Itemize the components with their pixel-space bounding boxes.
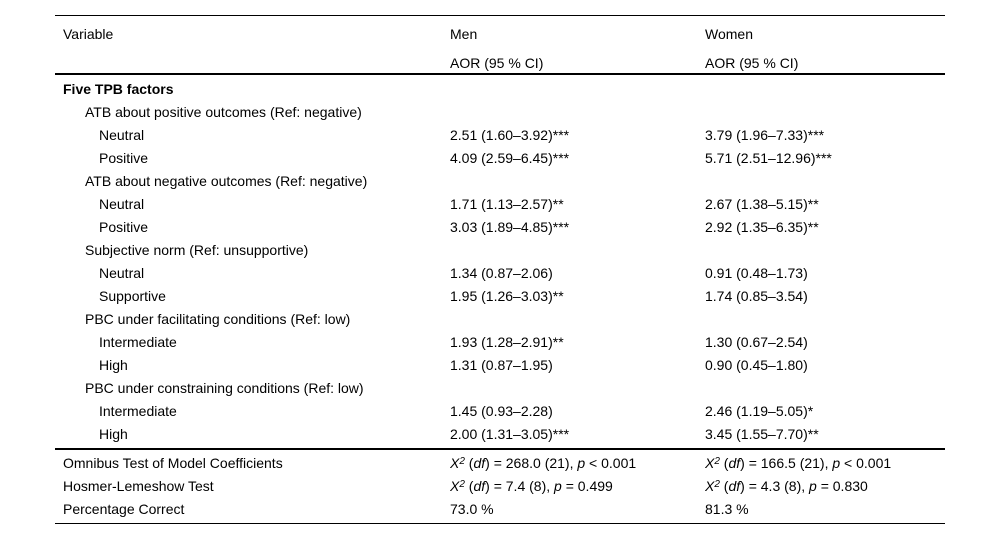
table-body: Five TPB factors ATB about positive outc… bbox=[55, 75, 945, 448]
women-stat-cell: 81.3 % bbox=[705, 501, 749, 517]
variable-cell: Intermediate bbox=[99, 403, 177, 419]
table-row: Subjective norm (Ref: unsupportive) bbox=[55, 239, 945, 262]
men-value-cell: 3.03 (1.89–4.85)*** bbox=[450, 219, 570, 235]
column-subheader-women: AOR (95 % CI) bbox=[705, 55, 799, 71]
table-row: PBC under constraining conditions (Ref: … bbox=[55, 377, 945, 400]
men-stat-cell: 73.0 % bbox=[450, 501, 494, 517]
men-value-cell: 1.45 (0.93–2.28) bbox=[450, 403, 553, 419]
variable-cell: PBC under constraining conditions (Ref: … bbox=[85, 380, 364, 396]
women-value-cell: 3.45 (1.55–7.70)** bbox=[705, 426, 819, 442]
men-value-cell: 2.51 (1.60–3.92)*** bbox=[450, 127, 570, 143]
footer-label-cell: Omnibus Test of Model Coefficients bbox=[63, 455, 283, 471]
women-value-cell: 0.90 (0.45–1.80) bbox=[705, 357, 808, 373]
table-row: Positive 3.03 (1.89–4.85)*** 2.92 (1.35–… bbox=[55, 216, 945, 239]
variable-cell: Positive bbox=[99, 219, 149, 235]
men-stat-cell: X2 (df) = 7.4 (8), p = 0.499 bbox=[450, 478, 613, 494]
variable-cell: Intermediate bbox=[99, 334, 177, 350]
table-row: Neutral 1.34 (0.87–2.06) 0.91 (0.48–1.73… bbox=[55, 262, 945, 285]
men-value-cell bbox=[450, 308, 705, 331]
women-value-cell bbox=[705, 78, 945, 101]
men-stat-cell: X2 (df) = 268.0 (21), p < 0.001 bbox=[450, 455, 637, 471]
column-subheader-men: AOR (95 % CI) bbox=[450, 55, 544, 71]
column-header-men: Men bbox=[450, 26, 478, 42]
variable-cell: ATB about negative outcomes (Ref: negati… bbox=[85, 173, 368, 189]
table-footer-row: Hosmer-Lemeshow Test X2 (df) = 7.4 (8), … bbox=[55, 475, 945, 498]
table-row: Neutral 2.51 (1.60–3.92)*** 3.79 (1.96–7… bbox=[55, 124, 945, 147]
table-row: High 1.31 (0.87–1.95) 0.90 (0.45–1.80) bbox=[55, 354, 945, 377]
variable-cell: Neutral bbox=[99, 265, 145, 281]
column-header-variable: Variable bbox=[63, 26, 114, 42]
variable-cell: PBC under facilitating conditions (Ref: … bbox=[85, 311, 351, 327]
men-value-cell: 1.95 (1.26–3.03)** bbox=[450, 288, 564, 304]
women-value-cell bbox=[705, 308, 945, 331]
women-stat-cell: X2 (df) = 166.5 (21), p < 0.001 bbox=[705, 455, 892, 471]
women-value-cell: 3.79 (1.96–7.33)*** bbox=[705, 127, 825, 143]
table-row: PBC under facilitating conditions (Ref: … bbox=[55, 308, 945, 331]
table-footer-rows: Omnibus Test of Model Coefficients X2 (d… bbox=[55, 448, 945, 524]
men-value-cell bbox=[450, 377, 705, 400]
men-value-cell: 1.31 (0.87–1.95) bbox=[450, 357, 553, 373]
variable-cell: Neutral bbox=[99, 196, 145, 212]
men-value-cell bbox=[450, 101, 705, 124]
women-value-cell: 0.91 (0.48–1.73) bbox=[705, 265, 808, 281]
men-value-cell: 1.71 (1.13–2.57)** bbox=[450, 196, 564, 212]
table-footer-row: Percentage Correct 73.0 % 81.3 % bbox=[55, 498, 945, 521]
table-row: ATB about positive outcomes (Ref: negati… bbox=[55, 101, 945, 124]
variable-cell: Positive bbox=[99, 150, 149, 166]
table-row: Intermediate 1.93 (1.28–2.91)** 1.30 (0.… bbox=[55, 331, 945, 354]
variable-cell: Subjective norm (Ref: unsupportive) bbox=[85, 242, 309, 258]
table-row: ATB about negative outcomes (Ref: negati… bbox=[55, 170, 945, 193]
table-row: Supportive 1.95 (1.26–3.03)** 1.74 (0.85… bbox=[55, 285, 945, 308]
men-value-cell: 2.00 (1.31–3.05)*** bbox=[450, 426, 570, 442]
table-row: Intermediate 1.45 (0.93–2.28) 2.46 (1.19… bbox=[55, 400, 945, 423]
table-row: Neutral 1.71 (1.13–2.57)** 2.67 (1.38–5.… bbox=[55, 193, 945, 216]
men-value-cell: 1.34 (0.87–2.06) bbox=[450, 265, 553, 281]
men-value-cell: 1.93 (1.28–2.91)** bbox=[450, 334, 564, 350]
table-row: Positive 4.09 (2.59–6.45)*** 5.71 (2.51–… bbox=[55, 147, 945, 170]
footer-label-cell: Hosmer-Lemeshow Test bbox=[63, 478, 214, 494]
column-header-women: Women bbox=[705, 26, 753, 42]
women-stat-cell: X2 (df) = 4.3 (8), p = 0.830 bbox=[705, 478, 868, 494]
variable-cell: ATB about positive outcomes (Ref: negati… bbox=[85, 104, 362, 120]
women-value-cell: 2.92 (1.35–6.35)** bbox=[705, 219, 819, 235]
table-row: Five TPB factors bbox=[55, 78, 945, 101]
variable-cell: High bbox=[99, 357, 128, 373]
footer-label-cell: Percentage Correct bbox=[63, 501, 185, 517]
table-row: High 2.00 (1.31–3.05)*** 3.45 (1.55–7.70… bbox=[55, 423, 945, 446]
men-value-cell bbox=[450, 78, 705, 101]
men-value-cell bbox=[450, 170, 705, 193]
table-footer-row: Omnibus Test of Model Coefficients X2 (d… bbox=[55, 452, 945, 475]
column-subheader-variable bbox=[63, 53, 450, 76]
women-value-cell: 2.67 (1.38–5.15)** bbox=[705, 196, 819, 212]
women-value-cell bbox=[705, 377, 945, 400]
table-header: Variable Men AOR (95 % CI) Women AOR (95… bbox=[55, 15, 945, 75]
women-value-cell: 1.74 (0.85–3.54) bbox=[705, 288, 808, 304]
results-table: Variable Men AOR (95 % CI) Women AOR (95… bbox=[55, 15, 945, 524]
women-value-cell bbox=[705, 101, 945, 124]
men-value-cell: 4.09 (2.59–6.45)*** bbox=[450, 150, 570, 166]
men-value-cell bbox=[450, 239, 705, 262]
women-value-cell bbox=[705, 239, 945, 262]
women-value-cell: 5.71 (2.51–12.96)*** bbox=[705, 150, 832, 166]
women-value-cell: 2.46 (1.19–5.05)* bbox=[705, 403, 814, 419]
variable-cell: High bbox=[99, 426, 128, 442]
variable-cell: Neutral bbox=[99, 127, 145, 143]
women-value-cell bbox=[705, 170, 945, 193]
variable-cell: Five TPB factors bbox=[63, 81, 174, 97]
women-value-cell: 1.30 (0.67–2.54) bbox=[705, 334, 808, 350]
variable-cell: Supportive bbox=[99, 288, 166, 304]
